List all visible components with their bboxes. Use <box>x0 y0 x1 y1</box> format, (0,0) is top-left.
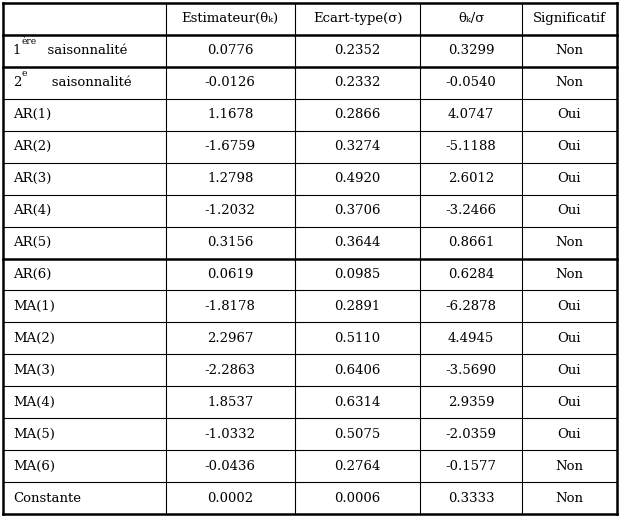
Text: Estimateur(θₖ): Estimateur(θₖ) <box>182 12 279 25</box>
Text: 0.0985: 0.0985 <box>334 268 381 281</box>
Text: ère: ère <box>22 37 37 46</box>
Text: 0.6314: 0.6314 <box>334 396 381 409</box>
Text: Oui: Oui <box>557 332 581 345</box>
Text: Oui: Oui <box>557 108 581 121</box>
Text: AR(6): AR(6) <box>13 268 51 281</box>
Text: 4.0747: 4.0747 <box>448 108 494 121</box>
Text: e: e <box>22 69 27 78</box>
Text: 0.0619: 0.0619 <box>207 268 254 281</box>
Text: Oui: Oui <box>557 140 581 153</box>
Text: AR(1): AR(1) <box>13 108 51 121</box>
Text: Significatif: Significatif <box>533 12 606 25</box>
Text: Non: Non <box>556 236 583 249</box>
Text: -0.1577: -0.1577 <box>446 460 497 473</box>
Text: 4.4945: 4.4945 <box>448 332 494 345</box>
Text: Non: Non <box>556 460 583 473</box>
Text: 0.6406: 0.6406 <box>334 364 381 377</box>
Text: AR(4): AR(4) <box>13 204 51 217</box>
Text: 1.2798: 1.2798 <box>207 172 254 185</box>
Text: 0.3274: 0.3274 <box>334 140 381 153</box>
Text: 0.3333: 0.3333 <box>448 492 494 505</box>
Text: -1.2032: -1.2032 <box>205 204 255 217</box>
Text: -0.0436: -0.0436 <box>205 460 255 473</box>
Text: Ecart-type(σ): Ecart-type(σ) <box>313 12 402 25</box>
Text: MA(3): MA(3) <box>13 364 55 377</box>
Text: MA(1): MA(1) <box>13 300 55 313</box>
Text: 0.2764: 0.2764 <box>334 460 381 473</box>
Text: saisonnalité: saisonnalité <box>39 44 127 57</box>
Text: 1.8537: 1.8537 <box>207 396 254 409</box>
Text: 0.2332: 0.2332 <box>334 76 381 89</box>
Text: 0.2891: 0.2891 <box>334 300 381 313</box>
Text: Constante: Constante <box>13 492 81 505</box>
Text: -2.2863: -2.2863 <box>205 364 255 377</box>
Text: AR(3): AR(3) <box>13 172 51 185</box>
Text: -0.0540: -0.0540 <box>446 76 497 89</box>
Text: Oui: Oui <box>557 204 581 217</box>
Text: MA(6): MA(6) <box>13 460 55 473</box>
Text: -5.1188: -5.1188 <box>446 140 497 153</box>
Text: θₖ/σ: θₖ/σ <box>458 12 484 25</box>
Text: 0.3156: 0.3156 <box>207 236 254 249</box>
Text: 2.6012: 2.6012 <box>448 172 494 185</box>
Text: MA(4): MA(4) <box>13 396 55 409</box>
Text: 0.3299: 0.3299 <box>448 44 494 57</box>
Text: 0.5075: 0.5075 <box>334 428 381 441</box>
Text: -6.2878: -6.2878 <box>446 300 497 313</box>
Text: AR(5): AR(5) <box>13 236 51 249</box>
Text: -2.0359: -2.0359 <box>446 428 497 441</box>
Text: Oui: Oui <box>557 428 581 441</box>
Text: -0.0126: -0.0126 <box>205 76 255 89</box>
Text: Non: Non <box>556 44 583 57</box>
Text: 1.1678: 1.1678 <box>207 108 254 121</box>
Text: 2: 2 <box>13 76 21 89</box>
Text: Oui: Oui <box>557 396 581 409</box>
Text: -3.2466: -3.2466 <box>446 204 497 217</box>
Text: MA(5): MA(5) <box>13 428 55 441</box>
Text: 0.0006: 0.0006 <box>334 492 381 505</box>
Text: 0.8661: 0.8661 <box>448 236 494 249</box>
Text: 0.4920: 0.4920 <box>334 172 381 185</box>
Text: 0.0776: 0.0776 <box>207 44 254 57</box>
Text: Oui: Oui <box>557 364 581 377</box>
Text: 0.5110: 0.5110 <box>335 332 381 345</box>
Text: 0.2352: 0.2352 <box>334 44 381 57</box>
Text: 2.2967: 2.2967 <box>207 332 254 345</box>
Text: 0.6284: 0.6284 <box>448 268 494 281</box>
Text: MA(2): MA(2) <box>13 332 55 345</box>
Text: 2.9359: 2.9359 <box>448 396 494 409</box>
Text: -3.5690: -3.5690 <box>446 364 497 377</box>
Text: 0.0002: 0.0002 <box>207 492 253 505</box>
Text: Oui: Oui <box>557 300 581 313</box>
Text: -1.0332: -1.0332 <box>205 428 255 441</box>
Text: 1: 1 <box>13 44 21 57</box>
Text: Non: Non <box>556 492 583 505</box>
Text: 0.3644: 0.3644 <box>334 236 381 249</box>
Text: saisonnalité: saisonnalité <box>39 76 131 89</box>
Text: Non: Non <box>556 76 583 89</box>
Text: 0.2866: 0.2866 <box>334 108 381 121</box>
Text: Oui: Oui <box>557 172 581 185</box>
Text: -1.6759: -1.6759 <box>205 140 256 153</box>
Text: AR(2): AR(2) <box>13 140 51 153</box>
Text: Non: Non <box>556 268 583 281</box>
Text: 0.3706: 0.3706 <box>334 204 381 217</box>
Text: -1.8178: -1.8178 <box>205 300 255 313</box>
